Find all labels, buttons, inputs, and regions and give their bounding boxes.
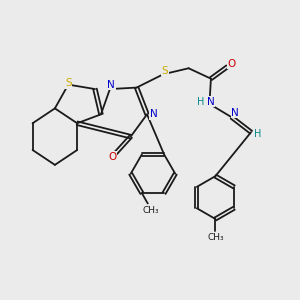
Text: N: N <box>150 109 158 119</box>
Text: O: O <box>228 59 236 69</box>
Text: S: S <box>65 78 72 88</box>
Text: CH₃: CH₃ <box>207 233 224 242</box>
Text: N: N <box>107 80 115 90</box>
Text: N: N <box>207 97 215 106</box>
Text: N: N <box>231 108 239 118</box>
Text: S: S <box>161 66 168 76</box>
Text: CH₃: CH₃ <box>142 206 159 214</box>
Text: H: H <box>254 129 261 139</box>
Text: H: H <box>197 97 205 106</box>
Text: O: O <box>108 152 116 161</box>
